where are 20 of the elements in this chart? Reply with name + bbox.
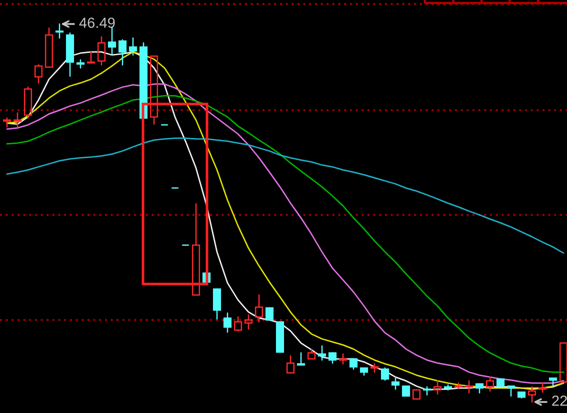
candlestick <box>97 36 106 66</box>
candlestick <box>108 26 116 56</box>
candlestick <box>223 312 232 333</box>
candlestick <box>13 112 22 128</box>
candlestick <box>464 380 474 394</box>
candlestick <box>128 37 138 56</box>
candlestick <box>118 39 127 66</box>
candlestick <box>528 386 536 403</box>
candlestick <box>66 32 74 77</box>
candlestick <box>391 376 400 390</box>
candlestick <box>433 380 442 395</box>
candlestick <box>55 23 64 39</box>
candlestick <box>296 352 306 366</box>
annotation: 46.49 <box>79 18 115 28</box>
candlestick <box>517 392 526 398</box>
candlestick <box>244 314 253 330</box>
candlestick <box>254 294 264 322</box>
candlestick <box>318 345 326 361</box>
candlestick <box>86 51 96 64</box>
annotation: 22 <box>552 396 567 406</box>
